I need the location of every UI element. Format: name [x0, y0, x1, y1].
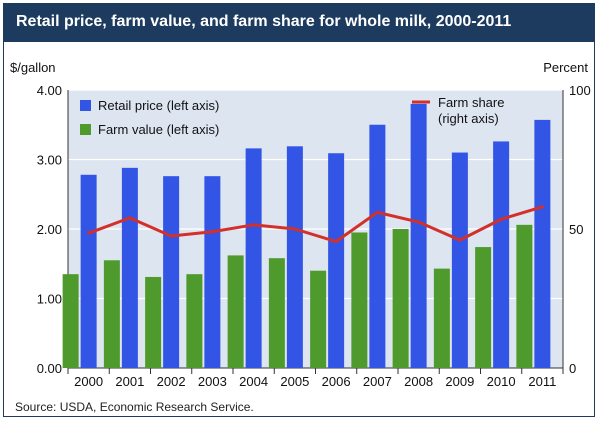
y-left-tick-label: 1.00 [37, 292, 62, 307]
x-tick-label: 2001 [115, 374, 144, 389]
point-farm-share [128, 216, 132, 220]
y-right-tick-label: 50 [569, 222, 583, 237]
x-tick-label: 2006 [322, 374, 351, 389]
point-farm-share [169, 234, 173, 238]
y-left-tick-label: 3.00 [37, 153, 62, 168]
legend-label-farm-share: Farm share [438, 95, 504, 110]
point-farm-share [252, 223, 256, 227]
bar-farm-value [351, 232, 368, 368]
bar-farm-value [186, 274, 203, 368]
bar-farm-value [392, 229, 409, 368]
bar-farm-value [516, 224, 533, 368]
bar-retail-price [245, 148, 262, 368]
x-tick-label: 2009 [445, 374, 474, 389]
bar-retail-price [369, 124, 386, 368]
bar-retail-price [121, 167, 138, 368]
point-farm-share [293, 227, 297, 231]
bar-farm-value [227, 255, 244, 368]
bar-retail-price [410, 103, 427, 369]
x-tick-label: 2003 [198, 374, 227, 389]
source-note: Source: USDA, Economic Research Service. [15, 400, 254, 414]
y-right-tick-label: 100 [569, 83, 591, 98]
bar-retail-price [493, 141, 510, 368]
y-right-tick-label: 0 [569, 361, 576, 376]
chart-title: Retail price, farm value, and farm share… [16, 13, 512, 30]
x-tick-label: 2005 [280, 374, 309, 389]
bar-farm-value [62, 274, 79, 368]
legend-label-farm-share-2: (right axis) [438, 111, 499, 126]
point-farm-share [499, 217, 503, 221]
legend-swatch-farm-value [80, 124, 91, 135]
point-farm-share [210, 230, 214, 234]
chart-svg: 0.00 1.00 2.00 3.00 4.00 0 50 100 $/gallon Percen… [10, 60, 591, 389]
bar-farm-value [433, 268, 450, 368]
point-farm-share [334, 240, 338, 244]
y-left-tick-label: 2.00 [37, 222, 62, 237]
bar-retail-price [163, 176, 180, 368]
legend-label-retail: Retail price (left axis) [98, 98, 219, 113]
bar-farm-value [475, 247, 492, 368]
point-farm-share [87, 231, 91, 235]
x-tick-label: 2008 [404, 374, 433, 389]
x-tick-label: 2002 [157, 374, 186, 389]
bar-retail-price [286, 146, 303, 368]
bar-retail-price [204, 176, 221, 368]
bar-farm-value [103, 260, 120, 368]
legend-swatch-retail [80, 100, 91, 111]
bar-retail-price [328, 153, 345, 368]
line-farm-share [88, 205, 543, 244]
point-farm-share [417, 220, 421, 224]
y-left-axis-label: $/gallon [10, 60, 56, 75]
legend-label-farm-value: Farm value (left axis) [98, 122, 219, 137]
bar-retail-price [80, 174, 97, 368]
bar-farm-value [310, 270, 327, 368]
x-tick-label: 2007 [363, 374, 392, 389]
chart-frame: Retail price, farm value, and farm share… [3, 3, 595, 417]
y-left-tick-label: 0.00 [37, 361, 62, 376]
bar-retail-price [534, 119, 551, 368]
bar-farm-value [268, 258, 285, 368]
bar-retail-price [451, 152, 468, 368]
chart-area: 0.00 1.00 2.00 3.00 4.00 0 50 100 $/gallon Percen… [4, 42, 594, 416]
x-tick-label: 2004 [239, 374, 268, 389]
title-bar: Retail price, farm value, and farm share… [4, 4, 594, 42]
point-farm-share [458, 238, 462, 242]
point-farm-share [540, 205, 544, 209]
x-tick-label: 2011 [528, 374, 556, 389]
x-tick-label: 2000 [74, 374, 103, 389]
bar-farm-value [145, 276, 162, 368]
y-left-tick-label: 4.00 [37, 83, 62, 98]
point-farm-share [375, 210, 379, 214]
x-tick-label: 2010 [487, 374, 516, 389]
y-right-axis-label: Percent [543, 60, 588, 75]
